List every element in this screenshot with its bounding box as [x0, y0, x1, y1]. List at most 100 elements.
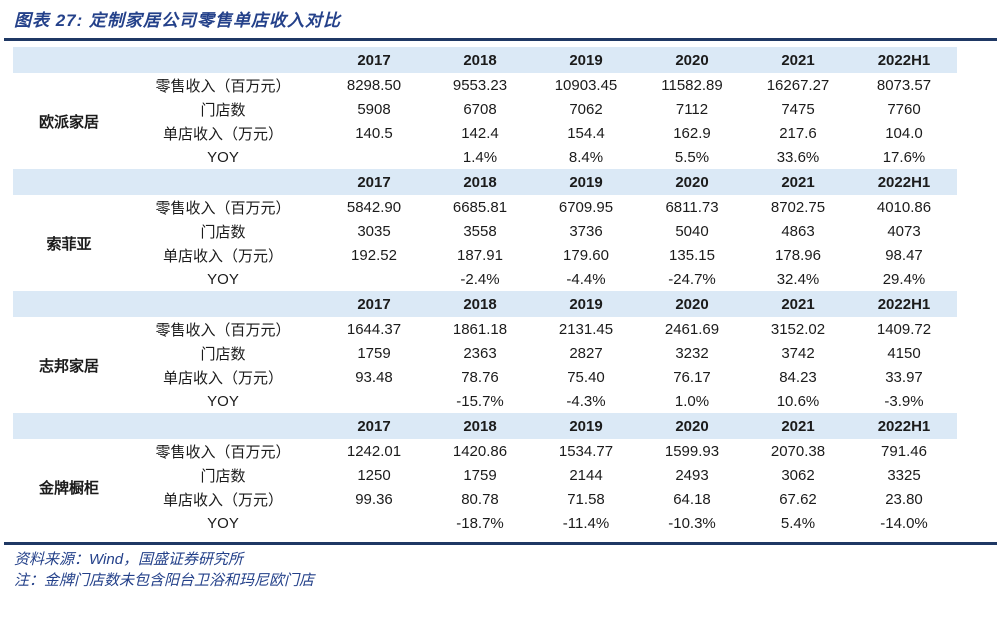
footer: 资料来源：Wind，国盛证券研究所 注：金牌门店数未包含阳台卫浴和玛尼欧门店: [14, 549, 1001, 591]
data-cell: 17.6%: [882, 148, 926, 166]
table-row: 索菲亚 零售收入（百万元） 5842.90 6685.81 6709.95 6811.73…: [13, 195, 957, 253]
year-header-cell: 2018: [427, 413, 533, 439]
table-row: 志邦家居 零售收入（百万元） 1644.37 1861.18 2131.45 2461.6…: [13, 317, 957, 375]
data-cell: -24.7%: [668, 270, 716, 288]
data-cell: 4073: [887, 222, 921, 240]
data-cell: 217.6: [779, 124, 817, 142]
company-cell: 欧派家居: [38, 113, 99, 131]
year-header-spacer: [13, 413, 321, 439]
data-cell: 7475: [781, 100, 815, 118]
data-cell: 5842.90: [346, 198, 402, 216]
data-cell: 99.36: [355, 490, 393, 508]
data-cell: 187.91: [457, 246, 503, 264]
table-row: YOY -18.7% -11.4% -10.3% 5.4% -14.0%: [13, 511, 957, 535]
company-cell: 金牌橱柜: [38, 479, 99, 497]
table-row: 单店收入（万元） 192.52 187.91 179.60 135.15 178.96 98…: [13, 243, 957, 267]
data-cell: 98.47: [885, 246, 923, 264]
table-row: 单店收入（万元） 99.36 80.78 71.58 64.18 67.62 23.80: [13, 487, 957, 511]
data-cell: [321, 145, 427, 169]
year-header-cell: 2022H1: [851, 291, 957, 317]
data-cell: 5908: [357, 100, 391, 118]
year-header-cell: 2021: [745, 413, 851, 439]
data-cell: 10.6%: [776, 392, 820, 410]
row-label-cell: 单店收入（万元）: [162, 369, 283, 387]
data-cell: 192.52: [351, 246, 397, 264]
row-label-cell: 门店数: [200, 467, 246, 485]
year-header-spacer: [13, 291, 321, 317]
data-cell: 6708: [463, 100, 497, 118]
data-cell: 142.4: [461, 124, 499, 142]
data-cell: 1250: [357, 466, 391, 484]
row-label-cell: YOY: [207, 148, 239, 166]
data-cell: 4863: [781, 222, 815, 240]
year-header-cell: 2017: [321, 169, 427, 195]
year-header-cell: 2018: [427, 47, 533, 73]
data-cell: 154.4: [567, 124, 605, 142]
year-header-row: 2017 2018 2019 2020 2021 2022H1: [13, 169, 957, 195]
data-cell: 32.4%: [776, 270, 820, 288]
table-row: YOY -2.4% -4.4% -24.7% 32.4% 29.4%: [13, 267, 957, 291]
year-header-cell: 2019: [533, 169, 639, 195]
data-cell: [321, 511, 427, 535]
data-cell: [321, 267, 427, 291]
year-header-cell: 2019: [533, 413, 639, 439]
row-label-cell: 门店数: [200, 101, 246, 119]
data-cell: 71.58: [567, 490, 605, 508]
data-cell: 3035: [357, 222, 391, 240]
data-cell: 179.60: [563, 246, 609, 264]
year-header-cell: 2022H1: [851, 169, 957, 195]
data-cell: 76.17: [673, 368, 711, 386]
data-cell: 1759: [463, 466, 497, 484]
data-cell: 64.18: [673, 490, 711, 508]
data-cell: 2827: [569, 344, 603, 362]
year-header-cell: 2020: [639, 47, 745, 73]
data-cell: 84.23: [779, 368, 817, 386]
data-cell: 3736: [569, 222, 603, 240]
table-row: YOY 1.4% 8.4% 5.5% 33.6% 17.6%: [13, 145, 957, 169]
table-row: 单店收入（万元） 140.5 142.4 154.4 162.9 217.6 104.0: [13, 121, 957, 145]
note-line: 注：金牌门店数未包含阳台卫浴和玛尼欧门店: [14, 572, 315, 589]
row-label-cell: YOY: [207, 392, 239, 410]
year-header-spacer: [13, 169, 321, 195]
data-cell: 3232: [675, 344, 709, 362]
data-cell: -2.4%: [460, 270, 500, 288]
year-header-cell: 2020: [639, 169, 745, 195]
table-row: 门店数 1759 2363 2827 3232 3742 4150: [13, 341, 957, 365]
table-row: 门店数 3035 3558 3736 5040 4863 4073: [13, 219, 957, 243]
year-header-spacer: [13, 47, 321, 73]
data-cell: -14.0%: [880, 514, 928, 532]
data-cell: 80.78: [461, 490, 499, 508]
data-cell: 791.46: [881, 442, 927, 460]
data-cell: 7062: [569, 100, 603, 118]
table-row: 门店数 5908 6708 7062 7112 7475 7760: [13, 97, 957, 121]
data-cell: 6811.73: [665, 198, 719, 216]
data-cell: 8.4%: [568, 148, 604, 166]
data-cell: 1409.72: [876, 320, 932, 338]
data-cell: 1534.77: [558, 442, 614, 460]
data-cell: 2070.38: [770, 442, 826, 460]
data-cell: 162.9: [673, 124, 711, 142]
year-header-cell: 2018: [427, 169, 533, 195]
year-header-cell: 2018: [427, 291, 533, 317]
data-cell: 2144: [569, 466, 603, 484]
data-cell: -10.3%: [668, 514, 716, 532]
data-cell: 10903.45: [554, 76, 618, 94]
data-cell: -11.4%: [562, 514, 610, 532]
data-cell: 3742: [781, 344, 815, 362]
row-label-cell: 零售收入（百万元）: [155, 77, 291, 95]
year-header-cell: 2021: [745, 47, 851, 73]
data-cell: 2493: [675, 466, 709, 484]
data-cell: 1.4%: [462, 148, 498, 166]
year-header-cell: 2017: [321, 291, 427, 317]
year-header-row: 2017 2018 2019 2020 2021 2022H1: [13, 413, 957, 439]
data-cell: 178.96: [775, 246, 821, 264]
data-cell: 2363: [463, 344, 497, 362]
data-cell: 2461.69: [664, 320, 720, 338]
source-line: 资料来源：Wind，国盛证券研究所: [14, 551, 244, 568]
data-cell: 5.5%: [674, 148, 710, 166]
row-label-cell: 门店数: [200, 223, 246, 241]
table-row: 欧派家居 零售收入（百万元） 8298.50 9553.23 10903.45 11582…: [13, 73, 957, 131]
year-header-row: 2017 2018 2019 2020 2021 2022H1: [13, 291, 957, 317]
data-cell: -18.7%: [456, 514, 504, 532]
